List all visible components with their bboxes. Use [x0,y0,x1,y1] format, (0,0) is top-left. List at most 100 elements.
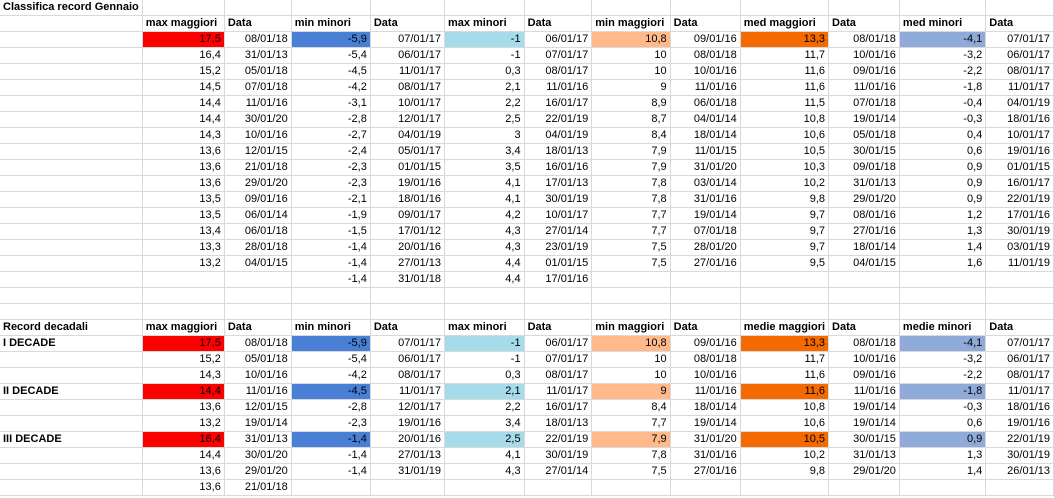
date-cell[interactable]: 11/01/16 [828,79,900,96]
column-header-cell[interactable]: min minori [291,319,371,336]
value-cell[interactable]: 11,5 [740,95,830,112]
column-header-cell[interactable]: Data [370,15,445,32]
cell[interactable] [142,0,225,16]
date-cell[interactable]: 18/01/16 [985,399,1054,416]
date-cell[interactable]: 01/01/15 [370,159,445,176]
date-cell[interactable]: 08/01/18 [828,335,900,352]
value-cell[interactable]: -1 [444,351,525,368]
cell[interactable] [0,143,143,160]
cell[interactable] [444,303,525,320]
column-header-cell[interactable]: medie minori [899,319,987,336]
value-cell[interactable]: 7,7 [591,223,671,240]
value-cell[interactable]: 7,9 [591,431,671,448]
cell[interactable] [224,303,292,320]
value-cell[interactable]: -2,7 [291,127,371,144]
date-cell[interactable]: 10/01/16 [224,127,292,144]
value-cell[interactable]: 14,4 [142,383,225,400]
date-cell[interactable]: 11/01/19 [985,255,1054,272]
date-cell[interactable]: 07/01/18 [828,95,900,112]
value-cell[interactable]: -2,4 [291,143,371,160]
date-cell[interactable]: 21/01/18 [224,159,292,176]
value-cell[interactable]: 2,5 [444,111,525,128]
value-cell[interactable] [591,271,671,288]
date-cell[interactable]: 10/01/17 [370,95,445,112]
cell[interactable] [591,0,671,16]
value-cell[interactable]: -0,3 [899,399,987,416]
value-cell[interactable]: 9 [591,383,671,400]
date-cell[interactable] [224,271,292,288]
value-cell[interactable]: 10,8 [591,335,671,352]
value-cell[interactable]: 2,1 [444,383,525,400]
date-cell[interactable]: 19/01/14 [670,207,741,224]
cell[interactable] [0,367,143,384]
value-cell[interactable]: 0,6 [899,143,987,160]
value-cell[interactable]: 13,6 [142,463,225,480]
value-cell[interactable]: 10,5 [740,431,830,448]
decade-label-cell[interactable]: I DECADE [0,335,143,352]
value-cell[interactable]: 9 [591,79,671,96]
value-cell[interactable]: -1,9 [291,207,371,224]
date-cell[interactable]: 06/01/18 [224,223,292,240]
date-cell[interactable]: 31/01/18 [370,271,445,288]
cell[interactable] [0,175,143,192]
value-cell[interactable]: 7,5 [591,239,671,256]
date-cell[interactable]: 10/01/16 [224,367,292,384]
date-cell[interactable]: 07/01/17 [985,31,1054,48]
cell[interactable] [0,95,143,112]
value-cell[interactable]: 1,2 [899,207,987,224]
value-cell[interactable]: -2,8 [291,111,371,128]
cell[interactable] [899,287,987,304]
cell[interactable] [370,0,445,16]
date-cell[interactable]: 19/01/14 [828,111,900,128]
value-cell[interactable]: 14,5 [142,79,225,96]
date-cell[interactable]: 08/01/17 [985,63,1054,80]
value-cell[interactable]: -5,4 [291,351,371,368]
date-cell[interactable]: 05/01/18 [224,351,292,368]
value-cell[interactable]: 8,9 [591,95,671,112]
date-cell[interactable]: 05/01/17 [370,143,445,160]
date-cell[interactable]: 10/01/17 [524,207,593,224]
value-cell[interactable]: 9,7 [740,207,830,224]
date-cell[interactable]: 19/01/16 [370,175,445,192]
value-cell[interactable]: 3,4 [444,415,525,432]
date-cell[interactable]: 08/01/18 [828,31,900,48]
date-cell[interactable]: 09/01/16 [670,335,741,352]
date-cell[interactable]: 10/01/16 [670,63,741,80]
date-cell[interactable] [828,271,900,288]
value-cell[interactable]: -2,3 [291,159,371,176]
value-cell[interactable]: 11,6 [740,63,830,80]
date-cell[interactable]: 18/01/14 [670,399,741,416]
date-cell[interactable]: 19/01/14 [828,415,900,432]
cell[interactable] [0,239,143,256]
value-cell[interactable]: -3,1 [291,95,371,112]
date-cell[interactable]: 11/01/16 [828,383,900,400]
value-cell[interactable]: 14,4 [142,95,225,112]
date-cell[interactable]: 22/01/19 [985,431,1054,448]
value-cell[interactable] [444,479,525,496]
value-cell[interactable]: 9,7 [740,223,830,240]
value-cell[interactable]: -5,4 [291,47,371,64]
date-cell[interactable] [670,271,741,288]
cell[interactable] [740,303,830,320]
date-cell[interactable]: 20/01/16 [370,431,445,448]
value-cell[interactable]: 0,6 [899,415,987,432]
value-cell[interactable]: 10,6 [740,127,830,144]
date-cell[interactable]: 19/01/14 [828,399,900,416]
value-cell[interactable]: -4,5 [291,63,371,80]
value-cell[interactable]: 4,3 [444,239,525,256]
value-cell[interactable]: 2,5 [444,431,525,448]
date-cell[interactable]: 12/01/15 [224,399,292,416]
cell[interactable] [224,287,292,304]
column-header-cell[interactable]: max minori [444,15,525,32]
date-cell[interactable]: 29/01/20 [224,175,292,192]
column-header-cell[interactable]: med minori [899,15,987,32]
date-cell[interactable]: 19/01/16 [985,415,1054,432]
date-cell[interactable]: 31/01/13 [828,175,900,192]
date-cell[interactable]: 28/01/18 [224,239,292,256]
date-cell[interactable]: 09/01/16 [670,31,741,48]
cell[interactable] [0,463,143,480]
cell[interactable] [0,399,143,416]
decade-label-cell[interactable]: III DECADE [0,431,143,448]
date-cell[interactable]: 31/01/13 [828,447,900,464]
value-cell[interactable]: 0,9 [899,175,987,192]
